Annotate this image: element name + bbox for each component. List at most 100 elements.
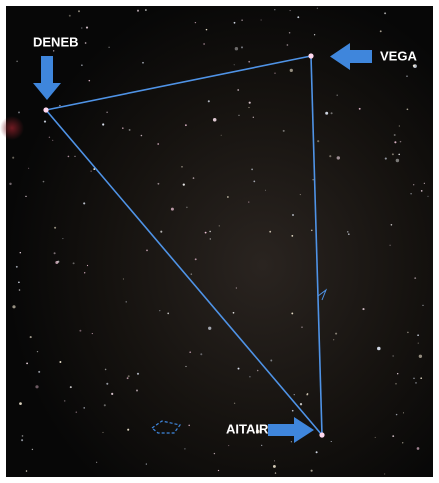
background-star [145,9,147,11]
background-star [233,312,235,314]
background-star [392,153,394,155]
background-star [329,155,331,157]
background-star [274,460,275,461]
background-star [274,72,276,74]
background-star [157,143,159,145]
background-star [12,157,14,159]
background-star [84,272,85,273]
background-star [64,400,66,402]
background-star [185,124,187,126]
background-star [129,129,131,131]
background-star [69,15,71,17]
star-altair [319,432,324,437]
background-star [128,375,130,377]
background-star [123,278,124,279]
background-star [102,123,104,125]
background-star [348,233,350,235]
background-star [111,393,113,395]
background-star [402,442,403,443]
background-star [241,46,243,48]
background-star [427,196,428,197]
background-star [30,336,32,338]
background-star [57,261,59,263]
background-star [188,425,189,426]
background-star [37,351,38,352]
background-star [316,451,318,453]
background-star [314,34,315,35]
background-star [219,225,220,226]
background-star [385,158,387,160]
background-star [53,50,54,51]
background-star [393,355,394,356]
background-star [87,265,88,266]
background-star [317,140,319,142]
background-star [208,327,211,330]
background-star [92,333,93,334]
background-star [290,69,293,72]
background-star [261,19,262,20]
background-star [18,111,20,113]
background-star [394,141,396,143]
background-star [398,154,400,156]
background-star [83,407,85,409]
background-star [301,326,303,328]
background-star [227,196,229,198]
background-star [52,140,53,141]
background-star [78,10,80,12]
background-star [384,12,386,14]
background-star [392,435,394,437]
background-star [127,377,129,379]
background-star [270,360,272,362]
background-star [335,333,337,335]
background-star [38,371,40,373]
background-star [19,402,22,405]
background-star [76,411,78,413]
background-star [311,470,313,472]
background-star [209,231,210,232]
background-star [389,245,390,246]
background-star [86,27,88,29]
background-star [347,231,348,232]
background-star [333,339,334,340]
background-star [362,308,364,310]
background-star [28,168,29,169]
background-star [249,102,251,104]
background-star [400,141,402,143]
background-star [184,448,185,449]
background-star [127,429,129,431]
background-star [54,227,56,229]
background-star [422,305,423,306]
background-star [249,376,251,378]
background-star [20,252,21,253]
background-star [375,437,376,438]
background-star [289,32,291,34]
label-deneb: DENEB [33,34,79,49]
background-star [418,343,419,344]
background-star [108,47,109,48]
background-star [59,361,61,363]
background-star [195,258,197,260]
background-star [395,383,397,385]
background-star [283,130,285,132]
background-star [54,252,56,254]
background-star [419,355,422,358]
background-star [21,439,23,441]
background-star [391,224,393,226]
page: DENEB VEGA AITAIR (() => { const data = … [0,0,439,483]
background-star [421,190,423,192]
background-star [85,42,87,44]
background-star [218,470,219,471]
background-star [191,273,193,275]
background-star [16,61,17,62]
background-star [274,9,275,10]
background-star [406,76,407,77]
background-star [104,404,106,406]
background-star [317,8,318,9]
background-star [312,179,313,180]
background-star [105,369,107,371]
background-star [208,100,210,102]
background-star [73,262,75,264]
sky-background [6,6,433,477]
background-star [9,183,11,185]
background-star [407,332,409,334]
